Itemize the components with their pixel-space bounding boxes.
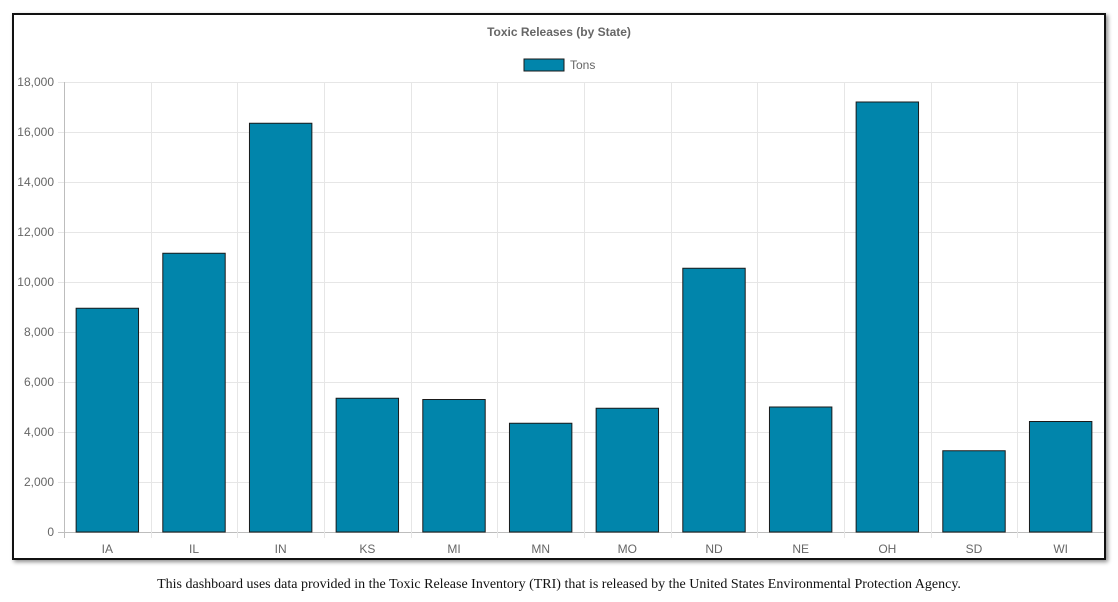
bar-ia[interactable] [75,307,140,533]
bar-mn[interactable] [508,422,573,533]
y-tick-label: 2,000 [24,475,54,489]
y-tick-label: 4,000 [24,425,54,439]
legend-label-tons: Tons [570,58,595,72]
bar-mi[interactable] [422,399,486,533]
bar-chart: 0 2,000 4,000 6,000 8,000 10,000 12,000 14,000 1… [17,25,1104,556]
bar-in[interactable] [248,122,313,533]
y-tick-label: 8,000 [24,325,54,339]
bar-mo[interactable] [595,407,660,533]
x-tick-label: ND [705,542,723,556]
y-tick-label: 14,000 [17,175,54,189]
y-tick-label: 10,000 [17,275,54,289]
bar-oh[interactable] [855,101,920,533]
legend[interactable]: Tons [523,58,595,72]
chart-title: Toxic Releases (by State) [487,25,631,39]
bar-wi[interactable] [1028,421,1093,533]
y-tick-label: 18,000 [17,75,54,89]
x-tick-label: MN [531,542,550,556]
y-tick-label: 16,000 [17,125,54,139]
x-tick-label: MO [618,542,637,556]
bar-il[interactable] [162,252,226,533]
x-tick-label: IN [275,542,287,556]
legend-swatch [523,58,565,72]
bars [75,101,1093,533]
bar-ks[interactable] [335,397,400,533]
x-tick-label: KS [359,542,375,556]
data-source-note: This dashboard uses data provided in the… [157,577,961,592]
x-tick-label: IL [189,542,199,556]
x-tick-label: WI [1053,542,1068,556]
bar-sd[interactable] [942,450,1006,533]
y-axis-ticks: 0 2,000 4,000 6,000 8,000 10,000 12,000 14,000 1… [17,75,54,539]
x-tick-label: MI [447,542,460,556]
y-tick-label: 0 [47,525,54,539]
y-tick-label: 6,000 [24,375,54,389]
grid-lines [58,82,1104,538]
y-tick-label: 12,000 [17,225,54,239]
x-axis-ticks: IA IL IN KS MI MN MO ND NE OH SD WI [102,542,1068,556]
chart-container: 0 2,000 4,000 6,000 8,000 10,000 12,000 14,000 1… [12,13,1106,560]
x-tick-label: NE [792,542,809,556]
x-tick-label: SD [966,542,983,556]
bar-ne[interactable] [768,406,833,533]
x-tick-label: OH [878,542,896,556]
bar-nd[interactable] [682,267,746,533]
x-tick-label: IA [102,542,113,556]
